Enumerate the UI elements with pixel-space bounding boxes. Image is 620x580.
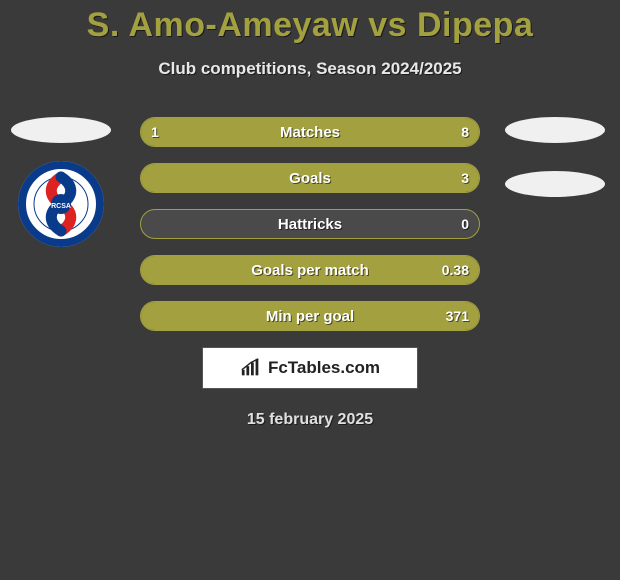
stat-bar: Hattricks 0 <box>140 209 480 239</box>
left-club-badge: RCSA <box>18 161 104 247</box>
bar-label: Goals <box>289 170 331 187</box>
right-club-oval <box>505 171 605 197</box>
bar-label: Min per goal <box>266 308 354 325</box>
stat-bars: Matches 1 8 Goals 3 Hattricks 0 Goals per match… <box>140 117 480 331</box>
bar-value-left: 1 <box>151 124 159 140</box>
bar-chart-icon <box>240 357 262 379</box>
bar-value-right: 8 <box>461 124 469 140</box>
bar-fill-left <box>141 118 178 146</box>
svg-text:RCSA: RCSA <box>51 203 71 210</box>
stat-bar: Goals 3 <box>140 163 480 193</box>
stat-bar: Matches 1 8 <box>140 117 480 147</box>
stat-bar: Min per goal 371 <box>140 301 480 331</box>
content-area: RCSA Matches 1 8 Goals 3 Hattricks 0 Goals per … <box>0 117 620 331</box>
subtitle: Club competitions, Season 2024/2025 <box>0 59 620 79</box>
brand-box[interactable]: FcTables.com <box>202 347 418 389</box>
bar-value-right: 3 <box>461 170 469 186</box>
bar-label: Matches <box>280 124 340 141</box>
bar-value-right: 371 <box>446 308 469 324</box>
right-player-column <box>500 117 610 197</box>
right-player-oval <box>505 117 605 143</box>
stat-bar: Goals per match 0.38 <box>140 255 480 285</box>
strasbourg-badge-icon: RCSA <box>18 161 104 247</box>
bar-value-right: 0 <box>461 216 469 232</box>
left-player-column: RCSA <box>6 117 116 247</box>
bar-value-right: 0.38 <box>442 262 469 278</box>
bar-label: Hattricks <box>278 216 342 233</box>
comparison-card: S. Amo-Ameyaw vs Dipepa Club competition… <box>0 0 620 580</box>
page-title: S. Amo-Ameyaw vs Dipepa <box>0 0 620 45</box>
date-label: 15 february 2025 <box>0 411 620 429</box>
left-player-oval <box>11 117 111 143</box>
brand-text: FcTables.com <box>268 358 380 378</box>
bar-label: Goals per match <box>251 262 369 279</box>
